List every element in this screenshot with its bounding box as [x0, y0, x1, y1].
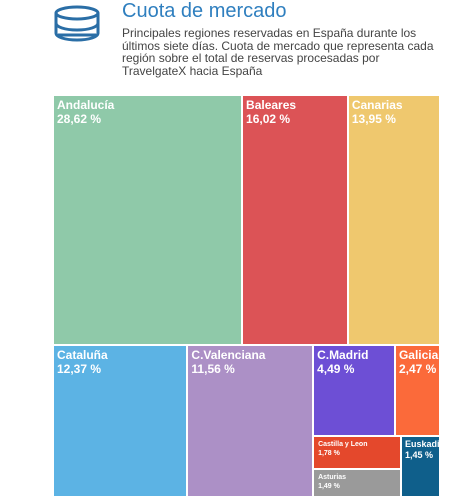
tile-region-name: Baleares — [246, 98, 297, 112]
treemap-tile-asturias[interactable]: Asturias 1,49 % — [313, 469, 401, 497]
tile-share-value: 1,78 % — [318, 449, 340, 457]
tile-label: C.Madrid 4,49 % — [317, 348, 368, 376]
tile-region-name: Castilla y Leon — [318, 440, 368, 448]
database-cylinder-icon — [52, 4, 102, 44]
tile-share-value: 12,37 % — [57, 362, 102, 377]
tile-region-name: C.Madrid — [317, 348, 369, 363]
treemap-tile-canarias[interactable]: Canarias 13,95 % — [347, 95, 440, 346]
chart-header: Cuota de mercado Principales regiones re… — [0, 0, 471, 95]
tile-share-value: 11,56 % — [191, 362, 235, 377]
treemap-tile-c-madrid[interactable]: C.Madrid 4,49 % — [313, 345, 395, 436]
tile-label: Asturias 1,49 % — [318, 473, 346, 491]
tile-share-value: 4,49 % — [317, 362, 355, 377]
chart-subtitle: Principales regiones reservadas en Españ… — [122, 26, 434, 78]
treemap-tile-euskadi[interactable]: Euskadi 1,45 % — [401, 435, 440, 497]
tile-label: Cataluña 12,37 % — [57, 348, 108, 376]
tile-share-value: 2,47 % — [398, 362, 437, 377]
tile-label: C.Valenciana 11,56 % — [191, 348, 265, 376]
tile-label: Euskadi 1,45 % — [405, 438, 440, 461]
treemap-tile-c-valenciana[interactable]: C.Valenciana 11,56 % — [187, 345, 314, 497]
tile-label: Andalucía 28,62 % — [57, 98, 114, 126]
treemap-tile-galicia[interactable]: Galicia 2,47 % — [394, 345, 440, 436]
treemap-tile-catalu-a[interactable]: Cataluña 12,37 % — [53, 345, 188, 497]
tile-region-name: C.Valenciana — [191, 348, 266, 363]
tile-region-name: Euskadi — [405, 438, 440, 449]
tile-label: Baleares 16,02 % — [246, 98, 296, 126]
tile-region-name: Galicia — [398, 348, 439, 363]
treemap-tile-baleares[interactable]: Baleares 16,02 % — [242, 95, 348, 346]
tile-label: Galicia 2,47 % — [399, 348, 438, 376]
tile-share-value: 1,49 % — [318, 483, 340, 491]
treemap-tile-castilla-y-leon[interactable]: Castilla y Leon 1,78 % — [313, 435, 401, 469]
treemap-tile-andaluc-a[interactable]: Andalucía 28,62 % — [53, 95, 243, 346]
tile-share-value: 28,62 % — [57, 112, 102, 126]
tile-region-name: Andalucía — [57, 98, 115, 112]
tile-region-name: Asturias — [318, 474, 347, 482]
tile-region-name: Cataluña — [57, 348, 108, 363]
tile-share-value: 16,02 % — [246, 112, 291, 126]
tile-label: Castilla y Leon 1,78 % — [318, 440, 367, 458]
tile-share-value: 1,45 % — [405, 449, 434, 460]
chart-title: Cuota de mercado — [122, 0, 287, 22]
tile-region-name: Canarias — [351, 98, 403, 112]
tile-share-value: 13,95 % — [351, 112, 396, 126]
tile-label: Canarias 13,95 % — [352, 98, 403, 126]
